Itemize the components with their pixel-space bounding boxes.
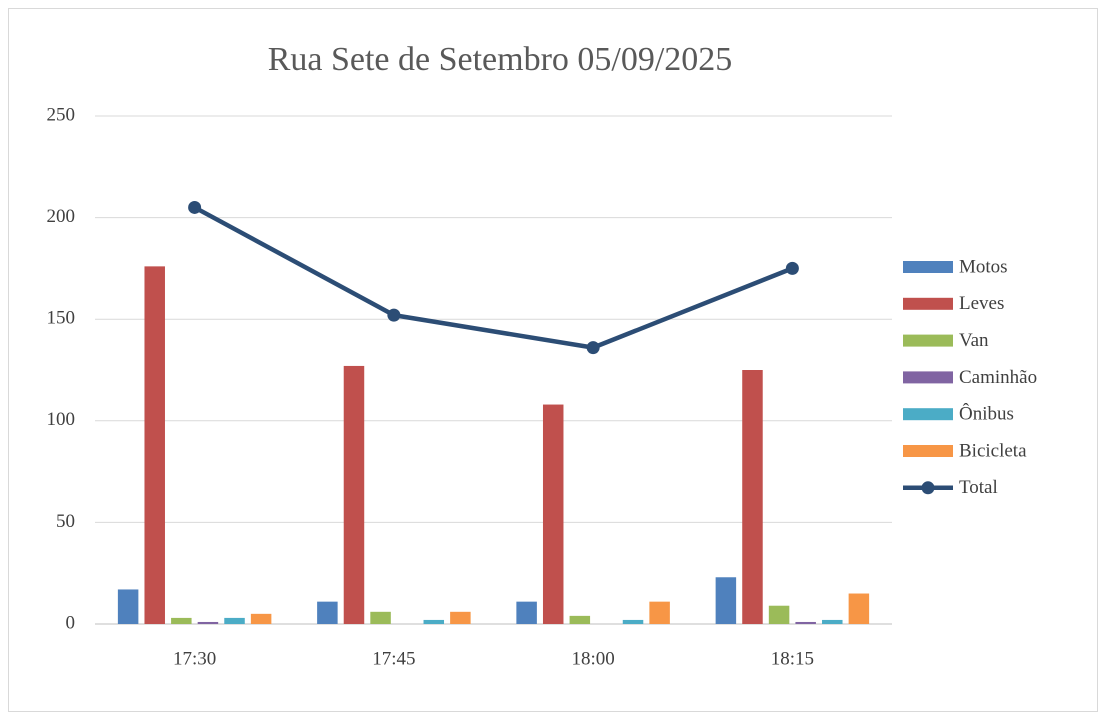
- bar: [423, 619, 445, 624]
- bar: [171, 617, 192, 624]
- line-marker: [586, 341, 600, 355]
- legend-swatch: [903, 445, 953, 457]
- line: [193, 205, 794, 350]
- legend-label: Caminhão: [959, 367, 1037, 388]
- legend-swatch: [903, 371, 953, 384]
- bar: [715, 577, 737, 624]
- bar: [450, 611, 471, 624]
- bar: [795, 621, 816, 624]
- bar: [317, 601, 338, 624]
- bar: [224, 617, 245, 624]
- line-marker: [785, 261, 799, 275]
- bar: [622, 619, 644, 624]
- legend-label: Van: [959, 330, 989, 351]
- y-tick-label: 100: [47, 409, 76, 430]
- bar: [250, 613, 272, 624]
- bar: [848, 593, 870, 624]
- legend-label: Ônibus: [959, 403, 1014, 425]
- legend-label: Bicicleta: [959, 440, 1027, 461]
- legend-swatch: [903, 334, 953, 347]
- legend-swatch: [903, 261, 953, 273]
- line-marker: [188, 200, 202, 214]
- y-tick-label: 0: [66, 612, 76, 633]
- legend-marker: [921, 481, 935, 495]
- bar: [542, 404, 564, 624]
- bar: [569, 615, 591, 624]
- bar: [516, 601, 537, 624]
- x-tick-label: 17:30: [173, 648, 216, 669]
- legend-label: Motos: [959, 256, 1008, 277]
- bar: [649, 601, 670, 624]
- x-tick-label: 18:15: [771, 648, 814, 669]
- y-tick-label: 200: [47, 206, 76, 227]
- bar: [742, 370, 763, 624]
- bar: [370, 611, 391, 624]
- bar: [144, 266, 165, 624]
- legend-label: Leves: [959, 293, 1004, 314]
- y-tick-label: 50: [56, 511, 75, 532]
- y-tick-label: 150: [47, 308, 76, 329]
- line-marker: [387, 308, 401, 322]
- bar: [197, 621, 219, 624]
- x-tick-label: 18:00: [571, 648, 614, 669]
- bar: [117, 589, 139, 624]
- chart-title: Rua Sete de Setembro 05/09/2025: [268, 41, 733, 78]
- bar: [343, 365, 365, 624]
- bar: [768, 605, 790, 624]
- y-tick-label: 250: [47, 104, 76, 125]
- legend-swatch: [903, 408, 953, 421]
- legend-label: Total: [959, 477, 998, 498]
- bar: [822, 619, 843, 624]
- legend-swatch: [903, 297, 953, 310]
- x-tick-label: 17:45: [372, 648, 415, 669]
